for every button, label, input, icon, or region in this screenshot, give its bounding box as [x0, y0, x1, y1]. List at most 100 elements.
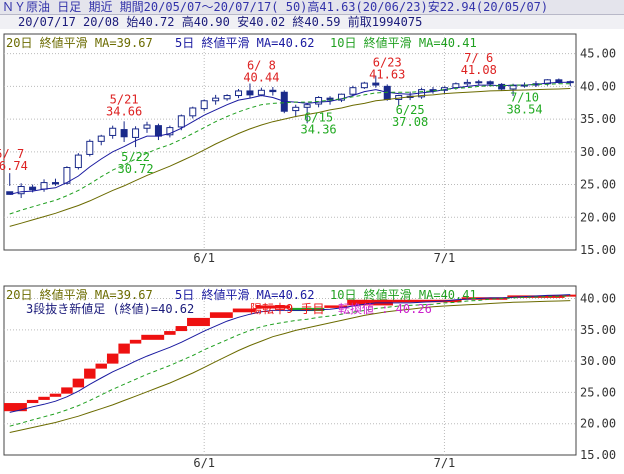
p0-candle-up: [17, 186, 25, 195]
p0-candle-down: [269, 89, 277, 93]
p0-legend-ma20: 20日 終値平滑 MA=39.67: [6, 35, 153, 50]
p0-candle-up: [509, 85, 517, 90]
p0-annotation: 41.08: [461, 63, 497, 77]
p1-ma-line-ma20: [9, 300, 571, 433]
p0-candle-up: [303, 104, 311, 108]
p0-annotation: 30.72: [117, 162, 153, 176]
p0-y-tick-label: 15.00: [580, 243, 616, 257]
p0-y-tick-label: 40.00: [580, 79, 616, 93]
p1-y-tick-label: 40.00: [580, 292, 616, 306]
p0-ma-line-ma10: [9, 83, 571, 215]
p1-brick-up: [324, 305, 348, 308]
p1-brick-up: [84, 368, 96, 379]
p1-ma-line-ma5: [9, 294, 571, 413]
p0-candle-up: [189, 107, 197, 117]
p0-candle-up: [349, 87, 357, 95]
p0-candle-up: [475, 81, 483, 84]
p0-y-tick-label: 25.00: [580, 178, 616, 192]
p0-candle-up: [166, 127, 174, 136]
p1-y-tick-label: 35.00: [580, 323, 616, 337]
p1-brick-up: [209, 312, 233, 318]
p0-y-tick-label: 35.00: [580, 112, 616, 126]
chart-title: ＮＹ原油 日足 期近 期間20/05/07～20/07/17( 50)高41.6…: [2, 0, 549, 14]
p0-y-tick-label: 45.00: [580, 47, 616, 61]
p0-annotation: 34.66: [106, 104, 142, 118]
p0-candle-up: [74, 154, 82, 169]
p0-candle-up: [177, 115, 185, 128]
p0-annotation: 6/25: [396, 103, 425, 117]
p0-candle-down: [154, 125, 162, 137]
p1-brick-up: [175, 326, 188, 332]
p1-brick-up: [164, 331, 176, 335]
p1-brick-up: [38, 396, 50, 400]
p0-candle-up: [257, 89, 265, 96]
p0-candle-up: [463, 81, 471, 85]
p0-annotation: 6/15: [304, 110, 333, 124]
p0-candle-up: [223, 95, 231, 100]
p0-candle-up: [132, 128, 140, 138]
p0-candle-up: [109, 127, 117, 136]
p0-candle-up: [143, 124, 151, 129]
p0-legend-ma10: 10日 終値平滑 MA=40.41: [330, 35, 477, 50]
p1-brick-up: [187, 317, 210, 327]
p0-annotation: 41.63: [369, 67, 405, 81]
p1-y-tick-label: 30.00: [580, 354, 616, 368]
p1-brick-up: [61, 387, 73, 394]
p0-annotation: 5/22: [121, 150, 150, 164]
p0-candle-up: [360, 82, 368, 89]
p0-candle-up: [63, 167, 71, 184]
p0-annotation: 5/21: [110, 92, 139, 106]
p1-x-tick-label: 6/1: [193, 456, 215, 470]
p0-annotation: 6/23: [373, 55, 402, 69]
p0-candle-up: [543, 79, 551, 85]
p0-candle-up: [212, 97, 220, 102]
p0-ma-line-ma20: [9, 88, 571, 227]
p1-legend-ma5: 5日 終値平滑 MA=40.62: [175, 287, 314, 302]
p0-annotation: 26.74: [0, 159, 28, 173]
p1-brick-up: [118, 343, 130, 354]
p0-annotation: 7/ 6: [464, 51, 493, 65]
price-summary: 20/07/17 20/08 始40.72 高40.90 安40.02 終40.…: [18, 15, 423, 29]
chart-title-bar: ＮＹ原油 日足 期近 期間20/05/07～20/07/17( 50)高41.6…: [0, 0, 624, 15]
p1-brick-down: [290, 307, 325, 312]
p0-candle-down: [486, 81, 494, 85]
p0-candle-up: [235, 90, 243, 97]
p1-brick-up: [4, 403, 27, 412]
p0-candle-up: [337, 93, 345, 101]
p1-x-tick-label: 7/1: [434, 456, 456, 470]
p1-ma-line-ma10: [9, 295, 571, 427]
p1-legend-ma20: 20日 終値平滑 MA=39.67: [6, 287, 153, 302]
p0-annotation: 34.36: [301, 122, 337, 136]
p1-status-text: 陽転中: [250, 301, 286, 316]
p0-y-tick-label: 20.00: [580, 210, 616, 224]
p1-y-tick-label: 25.00: [580, 385, 616, 399]
p0-candle-up: [86, 140, 94, 155]
p1-brick-up: [141, 334, 165, 340]
p0-x-tick-label: 6/1: [193, 251, 215, 265]
p1-brick-up: [72, 378, 85, 388]
p0-annotation: 40.44: [243, 71, 279, 85]
p0-candle-down: [498, 83, 506, 90]
p0-legend-ma5: 5日 終値平滑 MA=40.62: [175, 35, 314, 50]
p1-brick-up: [49, 393, 62, 397]
p0-candle-up: [40, 182, 48, 190]
p0-x-tick-label: 7/1: [434, 251, 456, 265]
p0-candle-down: [120, 129, 128, 138]
p1-plot-frame: [3, 285, 577, 456]
p0-candle-up: [292, 106, 300, 112]
p0-candle-up: [200, 100, 208, 110]
p1-brick-up: [26, 399, 39, 404]
p1-y-tick-label: 15.00: [580, 448, 616, 462]
p0-candle-up: [97, 135, 105, 142]
price-summary-bar: 20/07/17 20/08 始40.72 高40.90 安40.02 終40.…: [0, 15, 624, 29]
p0-candle-down: [246, 90, 254, 96]
p0-candle-up: [315, 96, 323, 105]
p1-status-text: 3段抜き新値足 (終値)=40.62: [26, 301, 194, 316]
p0-candle-down: [29, 186, 37, 191]
p0-y-tick-label: 30.00: [580, 145, 616, 159]
p1-brick-up: [95, 363, 107, 369]
p0-annotation: 5/ 7: [0, 147, 24, 161]
p1-y-tick-label: 20.00: [580, 417, 616, 431]
p0-ma-line-ma5: [9, 81, 571, 195]
